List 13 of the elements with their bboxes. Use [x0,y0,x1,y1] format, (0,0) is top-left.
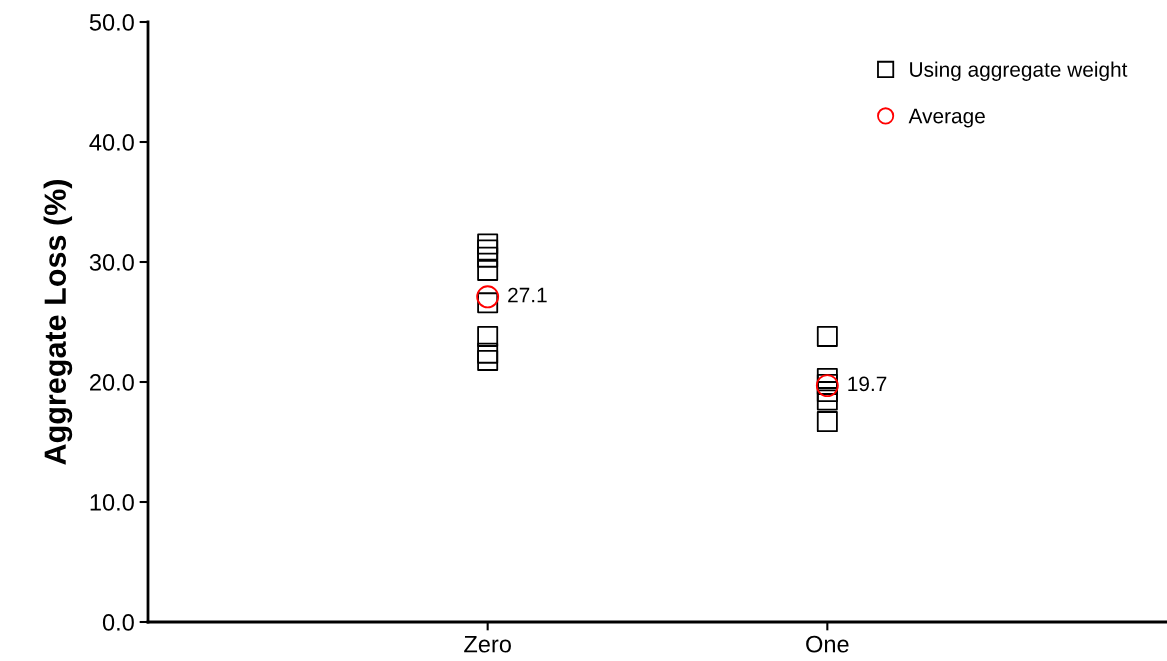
legend-label: Average [908,108,985,128]
x-tick-label: Zero [464,636,511,653]
data-label: 19.7 [848,376,887,392]
data-label: 27.1 [508,287,547,303]
y-tick-label: 50.0 [89,14,134,31]
y-tick-label: 0.0 [102,614,134,631]
y-axis-title: Aggregate Loss (%) [43,180,73,465]
y-tick-label: 40.0 [89,134,134,151]
y-tick-label: 10.0 [90,494,134,511]
legend-label: Using aggregate weight [910,61,1128,81]
x-tick-label: One [806,635,849,653]
y-tick-label: 30.0 [89,254,134,271]
y-tick-label: 20.0 [90,374,134,391]
